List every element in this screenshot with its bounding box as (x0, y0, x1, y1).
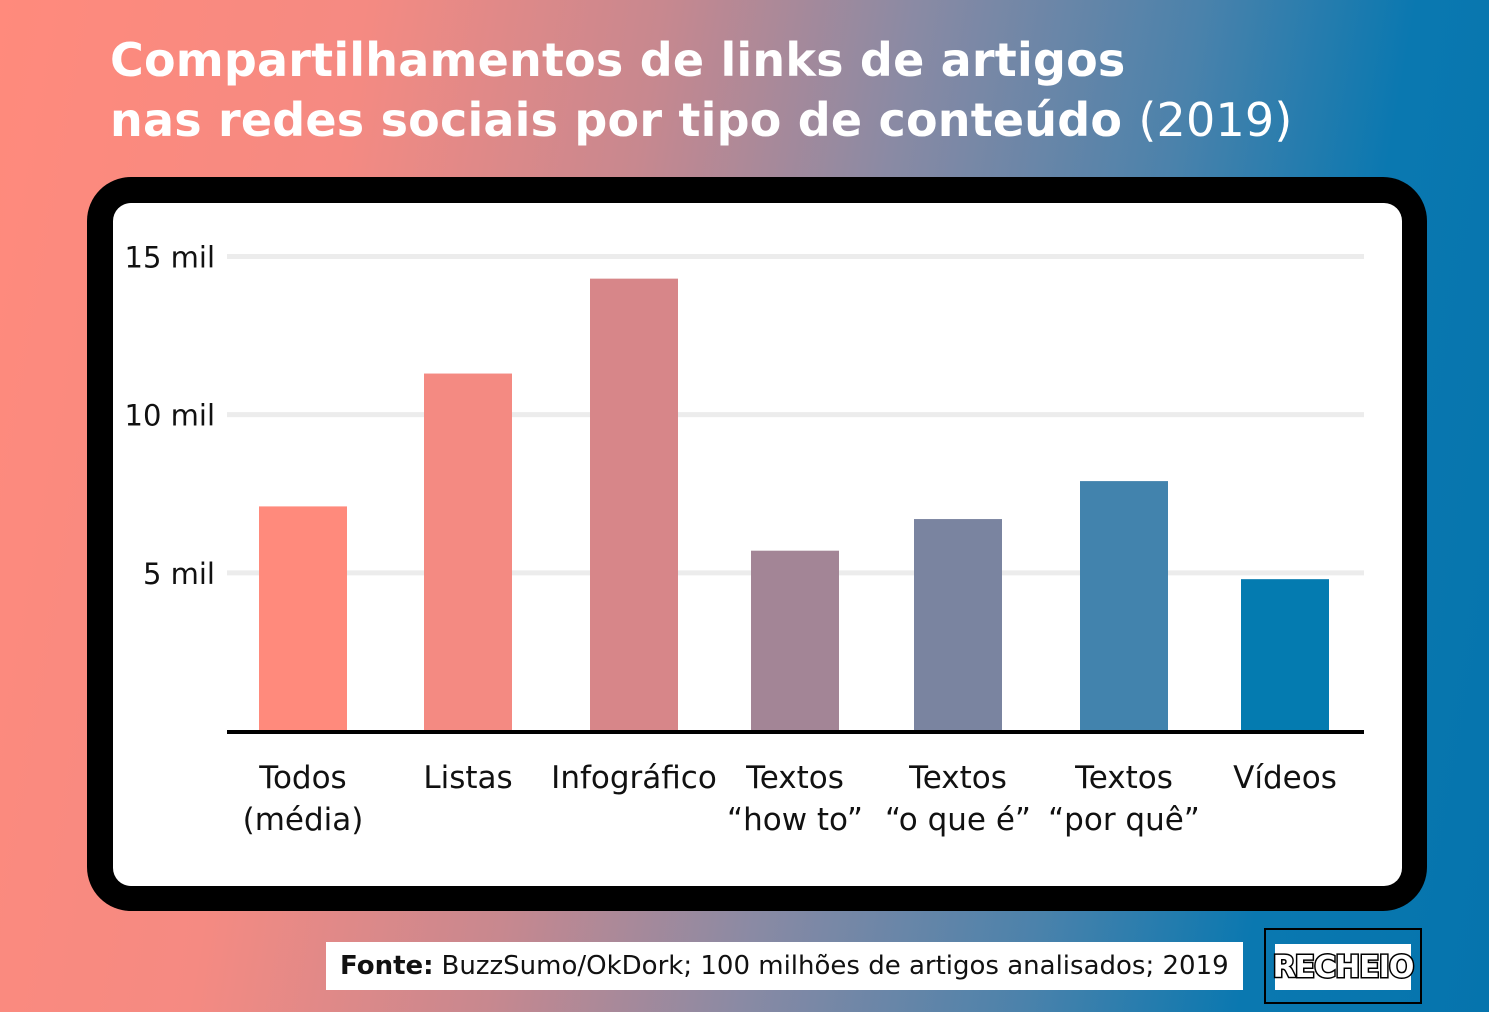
source-label: Fonte: (340, 951, 434, 981)
x-tick-label-5-0: Textos (1074, 760, 1173, 796)
bar-1 (424, 373, 512, 731)
chart-title: Compartilhamentos de links de artigos na… (110, 30, 1410, 150)
logo-frame (1264, 928, 1422, 1004)
recheio-logo: RECHEIO (1271, 944, 1416, 990)
title-line-2: nas redes sociais por tipo de conteúdo (… (110, 90, 1410, 150)
x-tick-label-3-0: Textos (745, 760, 844, 796)
bar-4 (914, 519, 1002, 731)
x-tick-label-4-1: “o que é” (885, 802, 1031, 838)
x-tick-label-1-0: Listas (423, 760, 512, 796)
y-tick-label-2: 15 mil (125, 241, 215, 275)
x-tick-label-3-1: “how to” (727, 802, 863, 838)
x-tick-label-0-1: (média) (243, 802, 364, 838)
x-tick-label-2-0: Infográfico (551, 760, 717, 796)
y-tick-label-0: 5 mil (143, 557, 215, 591)
y-tick-label-1: 10 mil (125, 399, 215, 433)
x-tick-label-5-1: “por quê” (1048, 802, 1200, 838)
bar-0 (259, 506, 347, 731)
title-line-1: Compartilhamentos de links de artigos (110, 33, 1126, 87)
x-tick-label-4-0: Textos (908, 760, 1007, 796)
bar-6 (1241, 579, 1329, 731)
title-line-2-text: nas redes sociais por tipo de conteúdo (110, 93, 1123, 147)
x-tick-label-6-0: Vídeos (1233, 760, 1337, 796)
bar-3 (751, 550, 839, 731)
bar-5 (1080, 481, 1168, 731)
source-text: BuzzSumo/OkDork; 100 milhões de artigos … (441, 951, 1229, 981)
title-year: (2019) (1138, 93, 1293, 147)
x-tick-label-0-0: Todos (258, 760, 346, 796)
source-footer: Fonte: BuzzSumo/OkDork; 100 milhões de a… (326, 942, 1243, 990)
bar-2 (590, 278, 678, 731)
